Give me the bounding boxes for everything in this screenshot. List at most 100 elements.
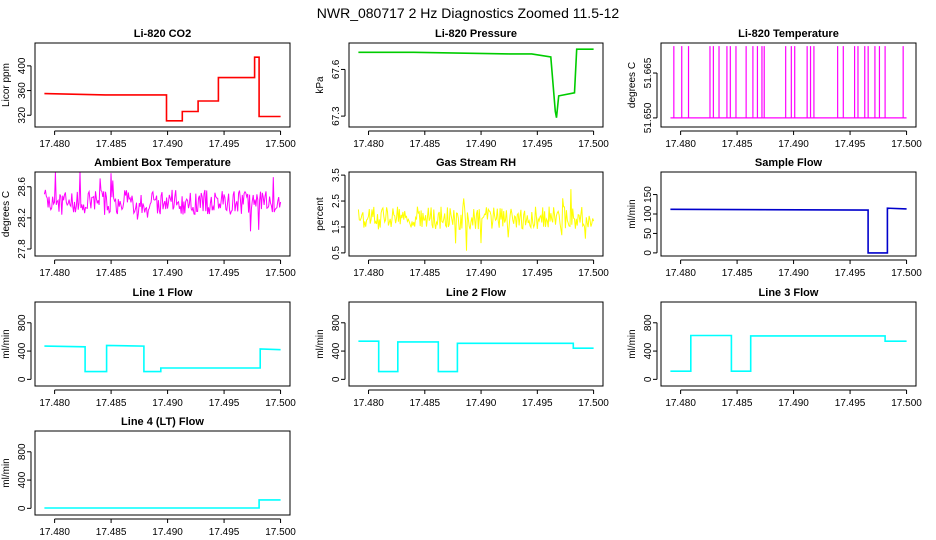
series-line	[670, 334, 907, 373]
series-line	[44, 499, 281, 509]
panel-title: Line 4 (LT) Flow	[121, 416, 204, 428]
x-tick-label: 17.500	[891, 139, 922, 150]
y-tick-label: 27.8	[17, 239, 28, 259]
x-tick-label: 17.495	[522, 139, 553, 150]
x-tick-label: 17.500	[578, 268, 609, 279]
y-axis-label: ml/min	[627, 199, 638, 228]
x-tick-label: 17.480	[353, 139, 384, 150]
figure-title: NWR_080717 2 Hz Diagnostics Zoomed 11.5-…	[317, 5, 620, 21]
series-line	[44, 56, 281, 122]
x-tick-label: 17.490	[152, 398, 183, 409]
y-axis-label: Licor ppm	[1, 63, 12, 107]
x-tick-label: 17.485	[722, 398, 753, 409]
x-tick-label: 17.485	[96, 139, 127, 150]
y-tick-label: 400	[17, 342, 28, 359]
panel-line-4-lt-flow: Line 4 (LT) Flow 17.480 17.485 17.490 17.495…	[1, 416, 296, 538]
x-tick-label: 17.495	[209, 527, 240, 538]
panel-title: Line 1 Flow	[133, 287, 193, 299]
y-axis-label: ml/min	[1, 458, 12, 487]
series-line-4-lt-flow	[44, 499, 281, 509]
y-axis-label: kPa	[315, 76, 326, 94]
x-tick-label: 17.500	[891, 398, 922, 409]
y-tick-label: 50	[643, 227, 654, 239]
x-tick-label: 17.480	[665, 398, 696, 409]
y-tick-label: 100	[643, 205, 654, 222]
y-tick-label: 150	[643, 186, 654, 203]
y-axis-label: ml/min	[627, 329, 638, 358]
x-tick-label: 17.485	[96, 398, 127, 409]
plot-frame	[34, 301, 291, 387]
x-tick-label: 17.490	[152, 527, 183, 538]
x-tick-label: 17.495	[835, 139, 866, 150]
series-li-820-pressure	[358, 48, 594, 118]
series-line	[670, 207, 907, 254]
x-tick-label: 17.495	[835, 398, 866, 409]
y-tick-label: 800	[643, 314, 654, 331]
panel-line-2-flow: Line 2 Flow 17.480 17.485 17.490 17.495 17.50…	[315, 287, 609, 409]
x-tick-label: 17.490	[152, 139, 183, 150]
x-tick-label: 17.480	[353, 268, 384, 279]
panel-sample-flow: Sample Flow 17.480 17.485 17.490 17.495 17.50…	[627, 157, 922, 279]
plot-frame	[34, 171, 291, 257]
y-tick-label: 0	[17, 376, 28, 382]
y-tick-label: 0.5	[331, 246, 342, 260]
series-line-3-flow	[670, 334, 907, 373]
y-axis-label: ml/min	[315, 329, 326, 358]
plot-frame	[660, 301, 917, 387]
y-tick-label: 28.6	[17, 177, 28, 197]
series-line	[43, 172, 282, 232]
panel-li-820-temperature: Li-820 Temperature 17.480 17.485 17.490 17.4…	[627, 28, 922, 150]
x-tick-label: 17.490	[778, 268, 809, 279]
x-tick-label: 17.485	[722, 268, 753, 279]
x-tick-label: 17.480	[39, 527, 70, 538]
y-tick-label: 0	[643, 250, 654, 256]
x-tick-label: 17.480	[39, 139, 70, 150]
x-tick-label: 17.500	[265, 527, 296, 538]
y-tick-label: 51.650	[643, 102, 654, 133]
panel-title: Ambient Box Temperature	[94, 157, 231, 169]
x-tick-label: 17.490	[778, 139, 809, 150]
x-tick-label: 17.480	[353, 398, 384, 409]
series-gas-stream-rh	[357, 189, 595, 251]
series-ambient-box-temperature	[43, 172, 282, 232]
y-axis-label: degrees C	[1, 191, 12, 237]
panel-title: Line 2 Flow	[446, 287, 506, 299]
y-axis-label: percent	[315, 197, 326, 231]
y-tick-label: 400	[643, 342, 654, 359]
panel-li-820-pressure: Li-820 Pressure 17.480 17.485 17.490 17.495 1…	[315, 28, 609, 150]
y-tick-label: 28.2	[17, 208, 28, 228]
plot-frame	[660, 42, 917, 128]
panel-line-1-flow: Line 1 Flow 17.480 17.485 17.490 17.495 17.50…	[1, 287, 296, 409]
x-tick-label: 17.480	[665, 139, 696, 150]
y-tick-label: 320	[17, 106, 28, 123]
x-tick-label: 17.480	[39, 268, 70, 279]
panel-title: Sample Flow	[755, 157, 823, 169]
x-tick-label: 17.490	[466, 139, 497, 150]
x-tick-label: 17.485	[722, 139, 753, 150]
x-tick-label: 17.485	[96, 268, 127, 279]
y-tick-label: 67.6	[331, 59, 342, 79]
y-tick-label: 360	[17, 82, 28, 99]
plot-frame	[660, 171, 917, 257]
y-tick-label: 0	[17, 505, 28, 511]
x-tick-label: 17.480	[39, 398, 70, 409]
plot-frame	[34, 430, 291, 516]
series-line	[358, 340, 594, 373]
plot-frame	[34, 42, 291, 128]
y-tick-label: 2.5	[331, 194, 342, 208]
x-tick-label: 17.490	[466, 398, 497, 409]
plot-frame	[348, 301, 604, 387]
panel-title: Li-820 Temperature	[738, 28, 839, 40]
x-tick-label: 17.500	[265, 268, 296, 279]
x-tick-label: 17.500	[265, 139, 296, 150]
x-tick-label: 17.495	[209, 139, 240, 150]
panel-title: Line 3 Flow	[759, 287, 819, 299]
panel-title: Li-820 CO2	[134, 28, 191, 40]
x-tick-label: 17.485	[410, 268, 441, 279]
y-tick-label: 67.3	[331, 106, 342, 126]
y-tick-label: 800	[17, 314, 28, 331]
y-axis-label: ml/min	[1, 329, 12, 358]
series-line	[358, 48, 594, 118]
panel-gas-stream-rh: Gas Stream RH 17.480 17.485 17.490 17.495 17.…	[315, 157, 609, 279]
